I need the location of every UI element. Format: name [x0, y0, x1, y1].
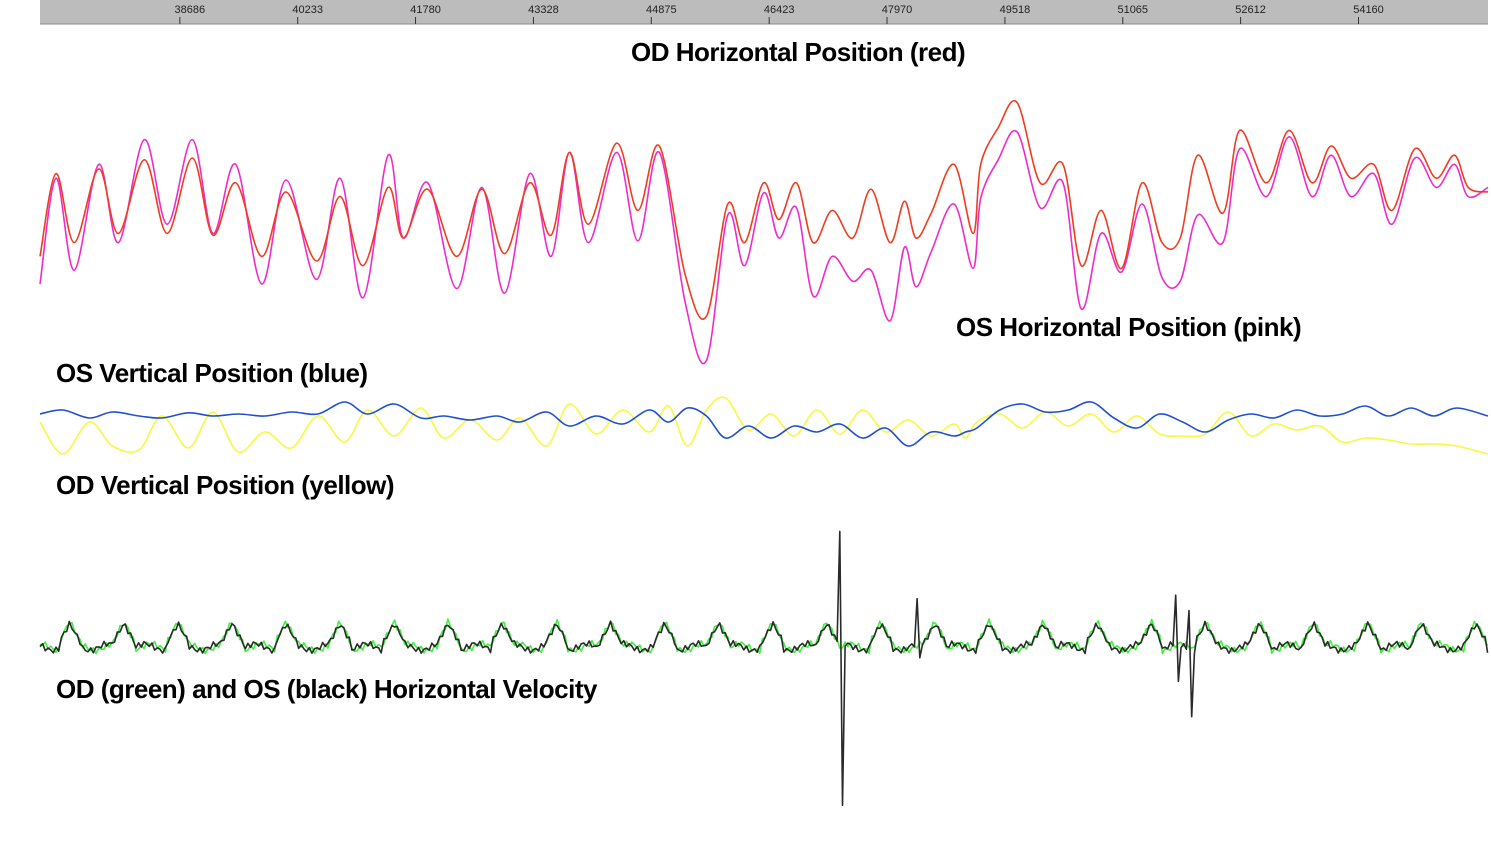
x-tick-label: 40233 — [292, 4, 323, 16]
x-tick-label: 49518 — [1000, 4, 1031, 16]
time-axis-ruler: 38686 40233 41780 43328 44875 46423 47970 49518… — [40, 0, 1488, 25]
series-line-od-h — [39, 100, 1489, 320]
od-horizontal-label: OD Horizontal Position (red) — [631, 37, 966, 67]
series-line-os-vel — [39, 530, 1489, 806]
x-tick-label: 54160 — [1353, 4, 1384, 16]
horizontal-position-panel — [39, 100, 1489, 365]
series-line-od-vel — [39, 618, 1489, 655]
x-tick-label: 44875 — [646, 4, 677, 16]
x-tick-label: 47970 — [882, 4, 913, 16]
x-tick-label: 51065 — [1117, 4, 1148, 16]
x-tick-label: 43328 — [528, 4, 559, 16]
horizontal-velocity-panel — [39, 530, 1489, 806]
x-tick-label: 41780 — [410, 4, 441, 16]
x-tick-label: 38686 — [175, 4, 206, 16]
velocity-label: OD (green) and OS (black) Horizontal Vel… — [56, 674, 597, 704]
od-vertical-label: OD Vertical Position (yellow) — [56, 470, 395, 500]
os-vertical-label: OS Vertical Position (blue) — [56, 358, 368, 388]
series-line-od-v — [39, 396, 1489, 455]
vertical-position-panel — [39, 396, 1489, 455]
os-horizontal-label: OS Horizontal Position (pink) — [956, 312, 1302, 342]
x-tick-label: 46423 — [764, 4, 795, 16]
ruler-bar — [40, 0, 1488, 24]
series-line-os-v — [39, 401, 1489, 447]
series-line-os-h — [39, 129, 1489, 365]
x-tick-label: 52612 — [1235, 4, 1266, 16]
